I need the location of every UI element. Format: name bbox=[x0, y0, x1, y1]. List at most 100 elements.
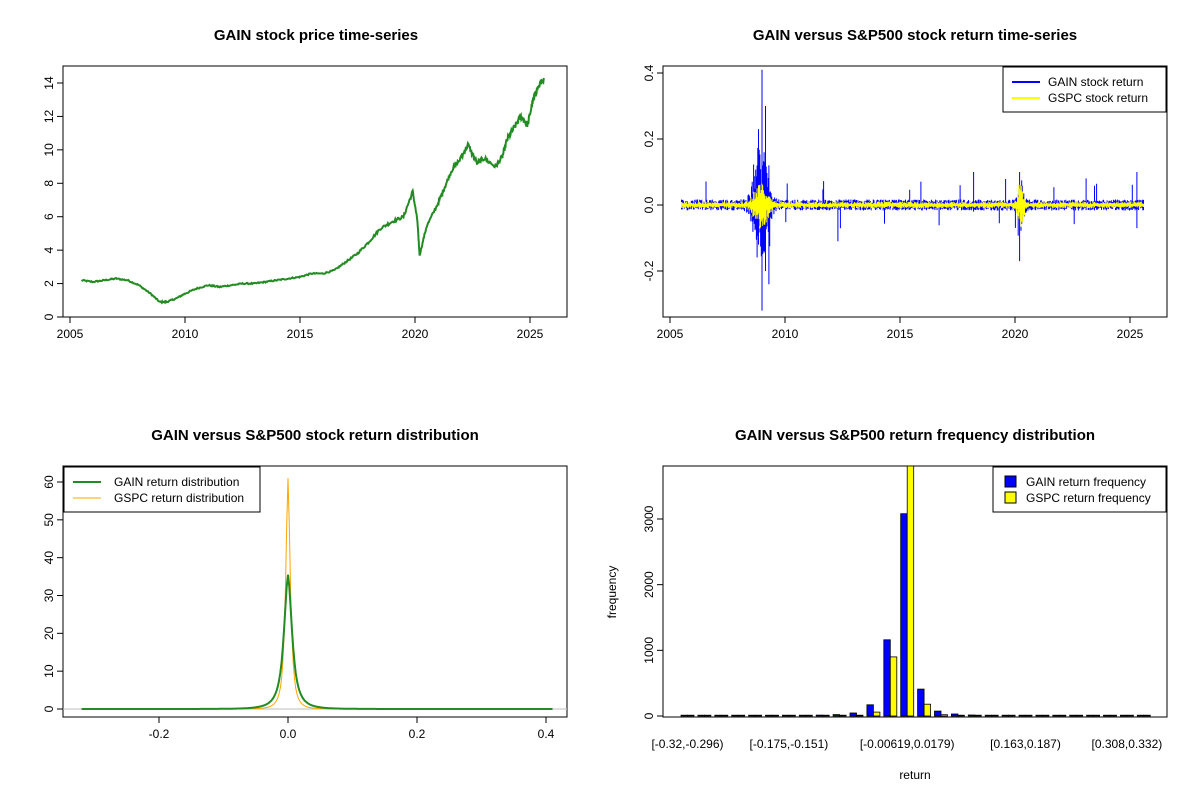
gspc-frequency-bar bbox=[991, 714, 999, 717]
gain-frequency-bar bbox=[951, 713, 959, 717]
density-legend: GAIN return distribution GSPC return dis… bbox=[63, 466, 261, 513]
gspc-frequency-bar bbox=[737, 714, 746, 717]
gspc-frequency-bar bbox=[720, 714, 729, 717]
price-chart-title: GAIN stock price time-series bbox=[214, 27, 418, 44]
density-y-tick-label: 10 bbox=[42, 664, 56, 678]
frequency-y-axis: 0 1000 2000 3000 bbox=[642, 505, 663, 719]
gain-frequency-bar bbox=[984, 714, 993, 717]
gspc-return-series bbox=[681, 183, 1144, 229]
gspc-frequency-bar bbox=[940, 714, 948, 717]
gspc-frequency-bar bbox=[1008, 714, 1016, 717]
density-x-axis: -0.2 0.0 0.2 0.4 bbox=[149, 717, 555, 741]
gspc-frequency-bar bbox=[873, 711, 881, 717]
frequency-chart-title: GAIN versus S&P500 return frequency dist… bbox=[735, 427, 1095, 444]
gspc-frequency-bar bbox=[1075, 714, 1084, 717]
returns-x-tick-label: 2020 bbox=[1002, 327, 1029, 341]
density-y-tick-label: 30 bbox=[42, 589, 56, 603]
gain-frequency-bar bbox=[967, 714, 976, 717]
price-y-tick-label: 2 bbox=[42, 280, 56, 287]
density-x-tick-label: 0.2 bbox=[409, 727, 426, 741]
legend-gspc-density-label: GSPC return distribution bbox=[114, 491, 244, 505]
gain-frequency-bar bbox=[765, 714, 773, 717]
price-x-tick-label: 2025 bbox=[517, 327, 544, 341]
gain-frequency-bar bbox=[917, 688, 925, 717]
returns-x-tick-label: 2005 bbox=[657, 327, 684, 341]
gspc-frequency-bar bbox=[889, 656, 898, 717]
returns-y-tick-label: 0.2 bbox=[642, 130, 656, 147]
frequency-y-tick-label: 2000 bbox=[642, 571, 656, 598]
gain-frequency-bar bbox=[1018, 714, 1026, 717]
price-x-tick-label: 2020 bbox=[402, 327, 429, 341]
gain-frequency-bar bbox=[1001, 714, 1009, 717]
gain-density-curve bbox=[81, 574, 553, 710]
gain-frequency-bar bbox=[1052, 714, 1060, 717]
density-legend-box bbox=[63, 466, 261, 513]
gspc-frequency-bar bbox=[1109, 714, 1117, 717]
gspc-frequency-bar bbox=[1126, 714, 1134, 717]
frequency-y-tick-label: 3000 bbox=[642, 505, 656, 532]
gain-frequency-bar bbox=[731, 714, 739, 717]
price-y-tick-label: 8 bbox=[42, 180, 56, 187]
gain-frequency-bar bbox=[714, 714, 722, 717]
frequency-x-tick-label: [-0.00619,0.0179) bbox=[860, 737, 955, 751]
returns-y-tick-label: 0.4 bbox=[642, 64, 656, 81]
price-x-tick-label: 2005 bbox=[57, 327, 84, 341]
returns-x-axis: 2005 2010 2015 2020 2025 bbox=[657, 317, 1144, 341]
frequency-y-tick-label: 0 bbox=[642, 712, 656, 719]
returns-chart: GAIN versus S&P500 stock return time-ser… bbox=[642, 27, 1168, 341]
returns-plot-frame bbox=[662, 65, 1168, 318]
gain-price-line bbox=[80, 77, 545, 305]
frequency-x-axis: [-0.32,-0.296) [-0.175,-0.151) [-0.00619,0… bbox=[651, 737, 1162, 751]
gain-frequency-bar bbox=[782, 714, 790, 717]
density-chart-title: GAIN versus S&P500 stock return distribu… bbox=[151, 427, 479, 444]
price-x-tick-label: 2010 bbox=[172, 327, 199, 341]
returns-x-tick-label: 2010 bbox=[772, 327, 799, 341]
frequency-legend-box bbox=[992, 466, 1167, 513]
price-y-tick-label: 10 bbox=[42, 143, 56, 157]
frequency-x-tick-label: [0.308,0.332) bbox=[1092, 737, 1163, 751]
gain-frequency-bar bbox=[849, 712, 857, 717]
gain-frequency-bar bbox=[815, 714, 824, 717]
gain-frequency-bar bbox=[883, 639, 891, 717]
legend-gain-return-label: GAIN stock return bbox=[1048, 75, 1143, 89]
density-plot-frame bbox=[62, 465, 568, 718]
frequency-x-tick-label: [0.163,0.187) bbox=[990, 737, 1061, 751]
density-chart: GAIN versus S&P500 stock return distribu… bbox=[42, 427, 568, 741]
returns-legend: GAIN stock return GSPC stock return bbox=[1002, 66, 1167, 113]
gain-frequency-bar bbox=[934, 710, 942, 717]
gspc-frequency-bar bbox=[1058, 714, 1067, 717]
gain-frequency-bar bbox=[900, 513, 908, 717]
legend-gspc-return-label: GSPC stock return bbox=[1048, 91, 1148, 105]
legend-gain-frequency-label: GAIN return frequency bbox=[1026, 475, 1146, 489]
price-y-axis: 0 2 4 6 8 10 12 14 bbox=[42, 76, 63, 320]
gspc-frequency-bar bbox=[856, 714, 864, 717]
frequency-y-tick-label: 1000 bbox=[642, 637, 656, 664]
density-x-tick-label: 0.0 bbox=[280, 727, 297, 741]
price-x-tick-label: 2015 bbox=[287, 327, 314, 341]
gain-frequency-bar bbox=[1103, 714, 1111, 717]
density-x-tick-label: 0.4 bbox=[538, 727, 555, 741]
gain-frequency-bar bbox=[1035, 714, 1043, 717]
legend-gain-frequency-swatch bbox=[1004, 475, 1017, 488]
frequency-bars bbox=[680, 465, 1151, 717]
gain-frequency-bar bbox=[697, 714, 705, 717]
price-plot-frame bbox=[62, 65, 568, 318]
gspc-frequency-bar bbox=[839, 714, 847, 717]
price-y-tick-label: 0 bbox=[42, 313, 56, 320]
gspc-frequency-bar bbox=[906, 465, 915, 717]
gspc-frequency-bar bbox=[1025, 714, 1033, 717]
frequency-chart: GAIN versus S&P500 return frequency dist… bbox=[605, 427, 1168, 782]
frequency-legend: GAIN return frequency GSPC return freque… bbox=[992, 466, 1167, 513]
gspc-frequency-bar bbox=[1143, 714, 1151, 717]
frequency-plot-frame bbox=[662, 465, 1168, 718]
returns-x-tick-label: 2025 bbox=[1117, 327, 1144, 341]
gspc-frequency-bar bbox=[1092, 714, 1100, 717]
density-y-tick-label: 0 bbox=[42, 705, 56, 712]
price-chart: GAIN stock price time-series 2005 2010 201… bbox=[42, 27, 568, 341]
gspc-frequency-bar bbox=[754, 714, 762, 717]
gain-frequency-bar bbox=[798, 714, 807, 717]
gain-frequency-bar bbox=[1136, 714, 1145, 717]
gspc-density-curve bbox=[210, 478, 359, 710]
returns-legend-box bbox=[1002, 66, 1167, 113]
